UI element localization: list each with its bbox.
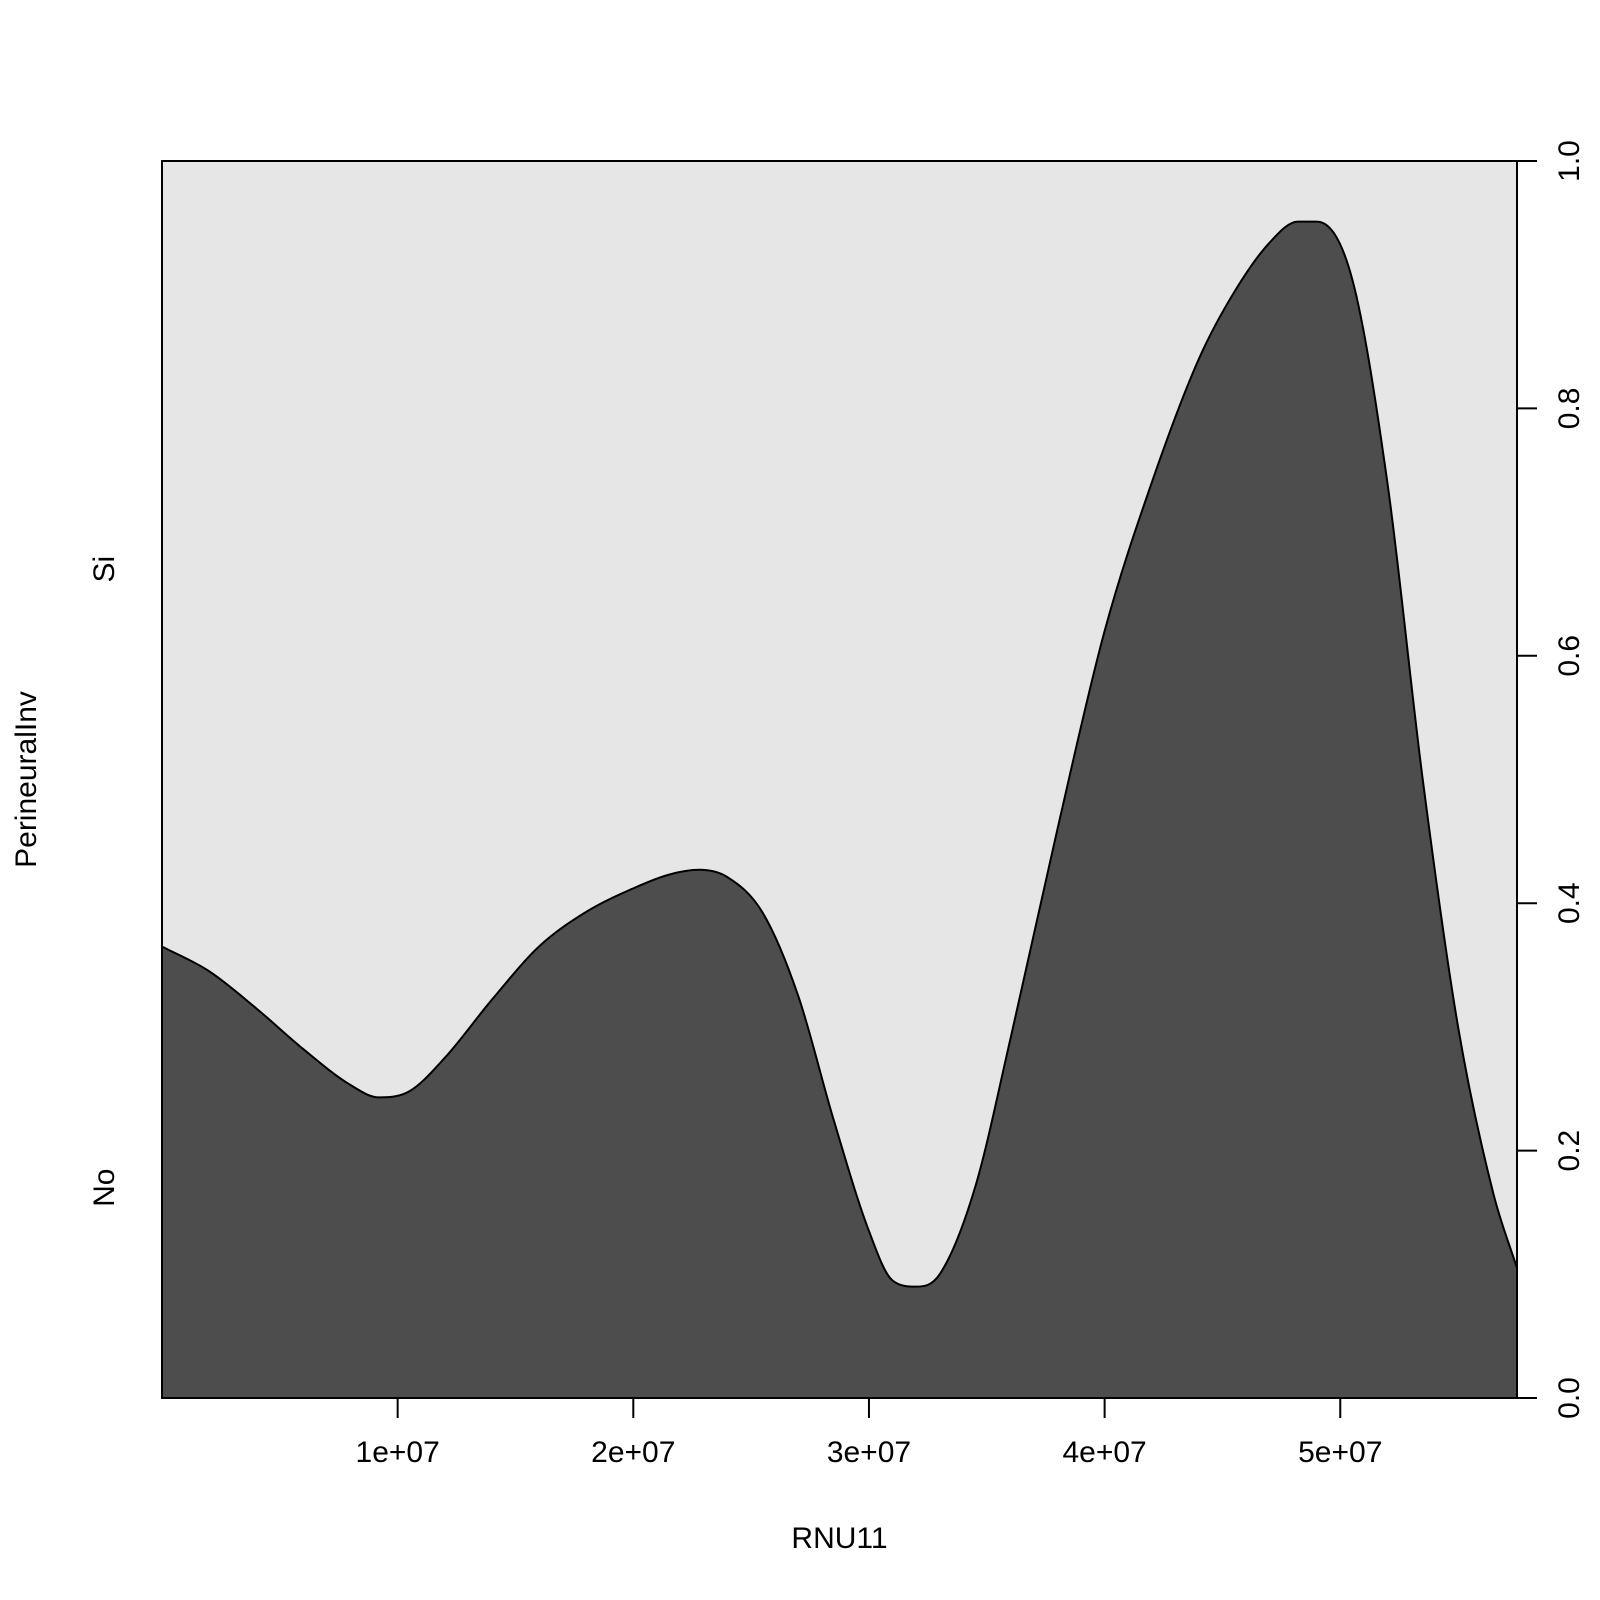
plot-region: [161, 160, 1518, 1399]
category-labels: No Si: [88, 556, 121, 1207]
y-tick-label: 0.2: [1553, 1130, 1586, 1172]
category-label-si: Si: [88, 556, 121, 583]
x-axis: 1e+07 2e+07 3e+07 4e+07 5e+07: [356, 1398, 1382, 1469]
area-no: [161, 220, 1518, 1399]
y-tick-label: 1.0: [1553, 140, 1586, 182]
y-tick-label: 0.4: [1553, 882, 1586, 924]
x-tick-label: 5e+07: [1298, 1436, 1382, 1469]
x-tick-label: 3e+07: [827, 1436, 911, 1469]
y-axis-right: 0.0 0.2 0.4 0.6 0.8 1.0: [1516, 140, 1586, 1419]
y-tick-label: 0.0: [1553, 1377, 1586, 1419]
y-tick-label: 0.8: [1553, 388, 1586, 430]
x-tick-label: 4e+07: [1062, 1436, 1146, 1469]
x-tick-label: 2e+07: [591, 1436, 675, 1469]
category-label-no: No: [88, 1169, 121, 1207]
x-axis-title: RNU11: [791, 1522, 887, 1555]
y-tick-label: 0.6: [1553, 635, 1586, 677]
y-axis-title: PerineuralInv: [10, 691, 43, 868]
x-tick-label: 1e+07: [356, 1436, 440, 1469]
